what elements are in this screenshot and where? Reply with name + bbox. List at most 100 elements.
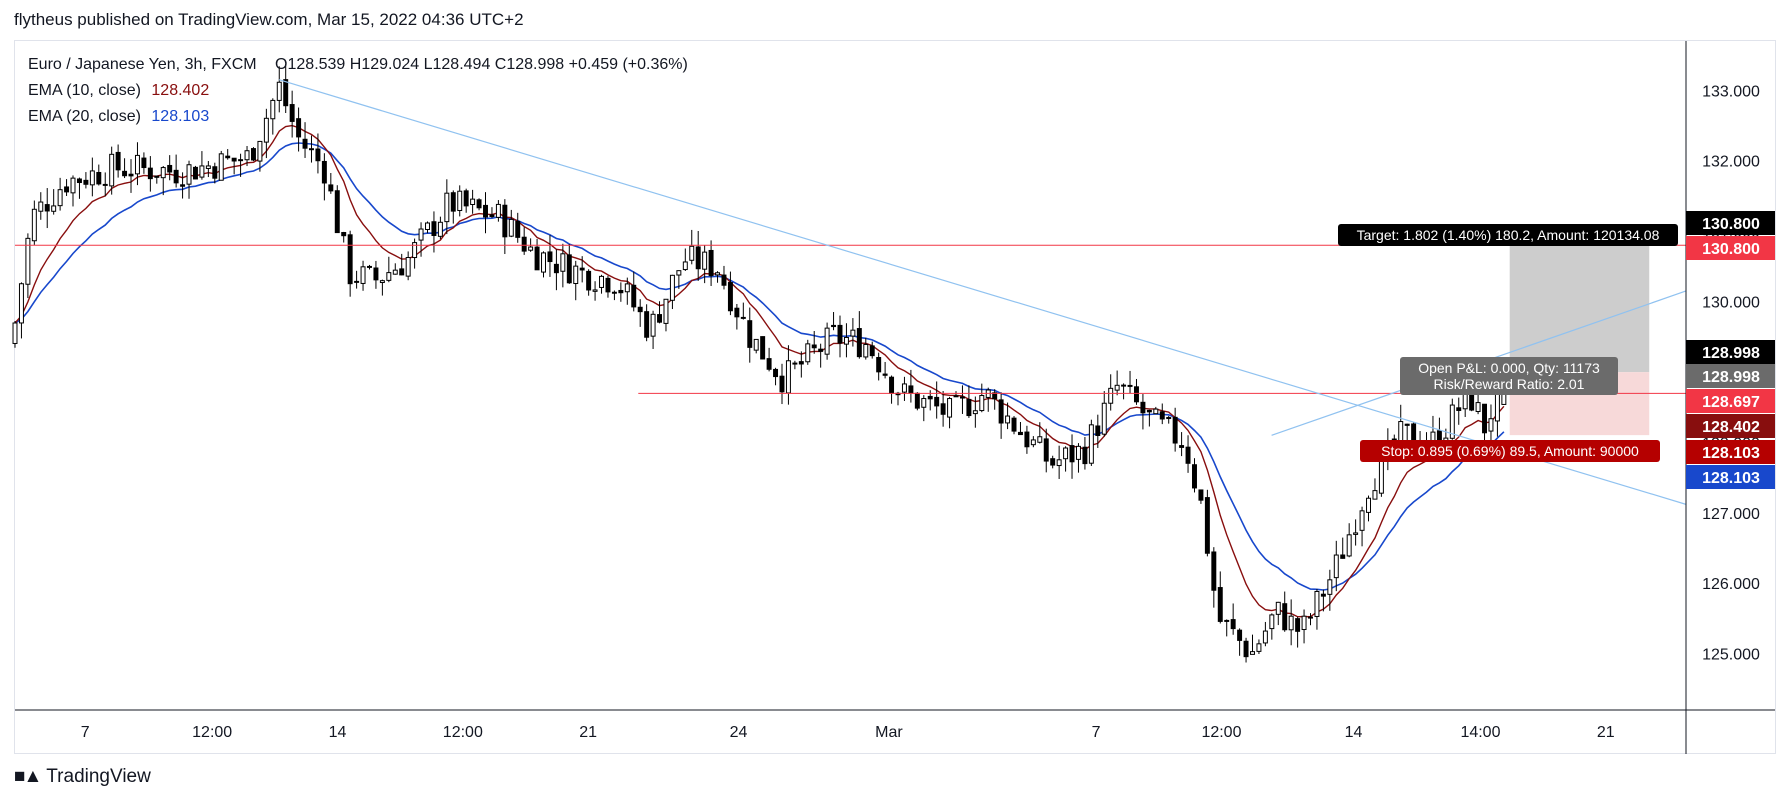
candle (425, 222, 430, 231)
candle (992, 392, 998, 400)
candle (715, 272, 721, 276)
price-axis-badge-text: 128.998 (1702, 369, 1760, 386)
price-axis-badge-bg (1686, 389, 1775, 413)
price-axis-badge-bg (1686, 211, 1775, 235)
x-tick-label: 14 (329, 724, 347, 741)
candle (889, 376, 895, 394)
candles-layer (12, 64, 1507, 663)
candle (727, 282, 733, 312)
candle (766, 358, 772, 370)
candle (1327, 579, 1333, 595)
y-tick-label: 125.000 (1702, 647, 1760, 664)
candle (1404, 423, 1410, 426)
candle (837, 324, 843, 344)
y-tick-label: 132.000 (1702, 154, 1760, 171)
ema10-label: EMA (10, close) (28, 82, 141, 99)
x-tick-label: Mar (875, 724, 903, 741)
price-axis-badge: 128.103 (1686, 465, 1775, 489)
candle (89, 170, 95, 186)
candle (141, 157, 147, 169)
candle (966, 398, 972, 417)
candle (831, 324, 837, 328)
stop-label-text: Stop: 0.895 (0.69%) 89.5, Amount: 90000 (1381, 443, 1639, 459)
candle (547, 251, 553, 263)
candle (560, 253, 566, 272)
candle (1340, 554, 1346, 559)
candle (1237, 629, 1243, 641)
candle (18, 283, 24, 324)
candle (1282, 603, 1288, 631)
price-axis-badge-text: 128.998 (1702, 345, 1760, 362)
candle (276, 81, 282, 101)
candle (908, 385, 914, 394)
price-axis-badge: 128.402 (1686, 414, 1775, 438)
candle (328, 184, 334, 192)
candle (444, 192, 450, 223)
candle (740, 316, 746, 319)
candle (663, 298, 669, 324)
candle (1024, 431, 1030, 448)
candle (173, 169, 179, 184)
candle (811, 344, 817, 349)
candle (734, 307, 740, 318)
candle (257, 140, 263, 162)
price-axis-badge-bg (1686, 465, 1775, 489)
target-zone (1509, 245, 1650, 373)
legend-ema10-row[interactable]: EMA (10, close) 128.402 (28, 78, 688, 104)
candle (541, 252, 546, 273)
x-tick-label: 12:00 (192, 724, 232, 741)
candle (283, 79, 289, 107)
candle (785, 360, 791, 394)
candle (309, 148, 314, 151)
candle (1308, 616, 1313, 619)
candle (979, 395, 985, 412)
price-axis-badge-bg (1686, 340, 1775, 364)
x-tick-label: 24 (730, 724, 748, 741)
candle (122, 170, 128, 177)
candle (1095, 425, 1101, 436)
candle (1333, 554, 1339, 579)
candle (1114, 384, 1120, 391)
price-axis-badge: 130.800 (1686, 236, 1775, 260)
candle (463, 190, 469, 207)
candle (1075, 445, 1081, 460)
y-tick-label: 130.000 (1702, 295, 1760, 312)
candle (1475, 402, 1481, 413)
symbol-title[interactable]: Euro / Japanese Yen, 3h, FXCM (28, 56, 257, 73)
candle (160, 167, 166, 179)
legend-ema20-row[interactable]: EMA (20, close) 128.103 (28, 104, 688, 130)
candle (76, 178, 82, 184)
candle (44, 204, 50, 212)
candle (147, 167, 153, 180)
candle (399, 268, 405, 276)
ema10-line (14, 124, 1505, 618)
candle (927, 395, 933, 400)
candle (914, 392, 920, 409)
x-tick-label: 14 (1345, 724, 1363, 741)
candle (296, 118, 302, 138)
tradingview-logo[interactable]: ■▲ TradingView (14, 766, 151, 788)
candle (450, 192, 456, 212)
candle (1243, 640, 1249, 658)
chart-legend: Euro / Japanese Yen, 3h, FXCM O128.539 H… (28, 52, 688, 130)
trendline (278, 79, 1687, 505)
candle (702, 251, 708, 270)
candle (508, 218, 514, 237)
candle (392, 269, 398, 275)
candle (657, 314, 663, 323)
candle (289, 104, 295, 122)
candle (483, 204, 488, 218)
candle (1288, 615, 1294, 631)
candle (876, 357, 882, 373)
candle (798, 361, 804, 365)
candle (618, 289, 624, 294)
ohlc-values: O128.539 H129.024 L128.494 C128.998 +0.4… (275, 56, 688, 73)
candle (212, 166, 218, 179)
candle (302, 138, 308, 149)
candle (1121, 384, 1127, 387)
target-label-bg (1338, 224, 1678, 246)
price-axis-badge-bg (1686, 364, 1775, 388)
candle (341, 232, 347, 237)
candle (953, 395, 959, 398)
